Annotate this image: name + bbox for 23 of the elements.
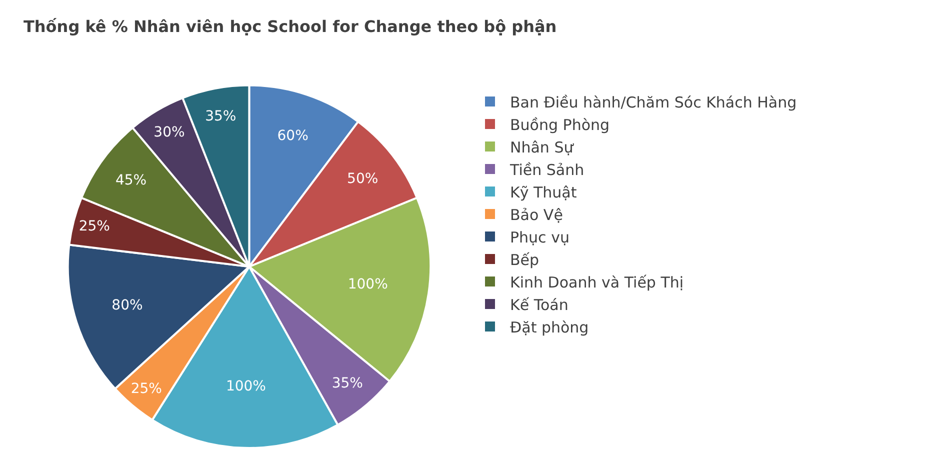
legend-label: Kế Toán <box>510 296 568 314</box>
data-label: 35% <box>332 376 363 392</box>
legend-label: Nhân Sự <box>510 138 575 156</box>
data-label: 45% <box>115 172 147 188</box>
data-label: 25% <box>78 218 110 234</box>
chart-title: Thống kê % Nhân viên học School for Change theo bộ phận <box>24 16 557 36</box>
data-label: 25% <box>130 381 162 398</box>
data-label: 100% <box>226 378 266 395</box>
legend-label: Kinh Doanh và Tiếp Thị <box>510 273 684 292</box>
legend-label: Buồng Phòng <box>510 116 610 134</box>
legend-label: Kỹ Thuật <box>510 183 577 202</box>
legend-label: Đặt phòng <box>510 318 589 336</box>
data-label: 100% <box>348 276 388 292</box>
legend-label: Bếp <box>510 250 540 269</box>
legend-label: Phục vụ <box>510 228 570 246</box>
legend-label: Tiền Sảnh <box>509 160 584 179</box>
data-label: 60% <box>277 128 308 144</box>
legend-label: Ban Điều hành/Chăm Sóc Khách Hàng <box>510 93 797 112</box>
data-label: 80% <box>112 298 143 314</box>
data-label: 30% <box>154 124 185 140</box>
data-label: 35% <box>205 108 236 125</box>
legend-label: Bảo Vệ <box>510 206 563 224</box>
data-label: 50% <box>347 171 378 188</box>
